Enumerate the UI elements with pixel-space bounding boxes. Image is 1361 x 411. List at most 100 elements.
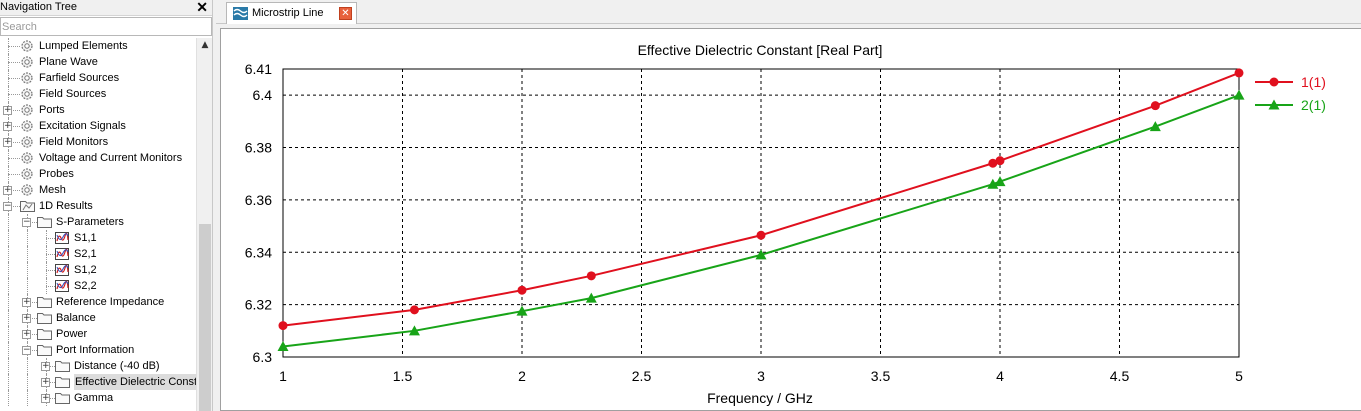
gear-icon <box>20 135 34 149</box>
data-point-triangle <box>585 292 597 303</box>
expand-icon[interactable]: + <box>41 393 50 403</box>
chart-title: Effective Dielectric Constant [Real Part… <box>638 42 883 58</box>
expand-icon[interactable]: + <box>3 185 12 195</box>
tree-guide-line <box>8 358 9 374</box>
tree-item-label: 1D Results <box>39 200 93 212</box>
tree-item[interactable]: + Excitation Signals <box>0 118 196 134</box>
data-point-circle <box>586 271 596 281</box>
chart-legend[interactable]: 1(1) 2(1) <box>1255 74 1326 113</box>
expand-icon[interactable]: + <box>3 121 12 131</box>
tree-item[interactable]: + Ports <box>0 102 196 118</box>
tree-item[interactable]: + Distance (-40 dB) <box>0 358 196 374</box>
tree-guide-line <box>27 390 28 406</box>
data-point-triangle <box>277 341 289 352</box>
line-chart: Effective Dielectric Constant [Real Part… <box>245 42 1326 406</box>
tree-item[interactable]: + Mesh <box>0 182 196 198</box>
tree-item[interactable]: Farfield Sources <box>0 70 196 86</box>
tab-close-icon[interactable]: ✕ <box>339 7 352 20</box>
expand-icon[interactable]: + <box>3 137 12 147</box>
collapse-icon[interactable]: − <box>22 217 31 227</box>
tree-guide-line <box>8 94 20 95</box>
data-point-triangle <box>516 305 528 316</box>
tree-scrollbar[interactable]: ▲ <box>196 38 212 411</box>
folder-icon <box>37 344 52 356</box>
data-point-circle <box>409 305 419 315</box>
tree-item[interactable]: + Power <box>0 326 196 342</box>
chart-series <box>277 68 1245 352</box>
collapse-icon[interactable]: − <box>3 201 12 211</box>
tree-guide-line <box>8 110 20 111</box>
tree-item-label: Power <box>56 328 88 340</box>
x-tick-label: 1.5 <box>393 368 413 384</box>
tree-item-label: Effective Dielectric Const <box>74 374 199 390</box>
tree-item[interactable]: S2,1 <box>0 246 196 262</box>
tree-guide-line <box>8 326 9 342</box>
tree-item[interactable]: Probes <box>0 166 196 182</box>
tree-item[interactable]: S2,2 <box>0 278 196 294</box>
close-icon[interactable]: ✕ <box>196 0 208 15</box>
gear-icon <box>20 55 34 69</box>
folder-icon <box>37 312 52 324</box>
chart-grid <box>283 69 1239 357</box>
tree-item[interactable]: Voltage and Current Monitors <box>0 150 196 166</box>
tree-item[interactable]: + Reference Impedance <box>0 294 196 310</box>
folder-icon <box>55 360 70 372</box>
tree-item[interactable]: Plane Wave <box>0 54 196 70</box>
expand-icon[interactable]: + <box>22 297 31 307</box>
legend-marker-circle <box>1269 77 1279 87</box>
tree-item[interactable]: + Gamma <box>0 390 196 406</box>
tree-guide-line <box>8 294 9 310</box>
tree-guide-line <box>8 342 9 358</box>
plot-view[interactable]: Effective Dielectric Constant [Real Part… <box>220 28 1361 411</box>
expand-icon[interactable]: + <box>22 329 31 339</box>
tree-item[interactable]: − Port Information <box>0 342 196 358</box>
result-icon <box>55 279 69 293</box>
tree-item[interactable]: Lumped Elements <box>0 38 196 54</box>
tree-view[interactable]: Lumped Elements Plane Wave Farfield Source… <box>0 38 199 411</box>
tree-guide-line <box>8 230 9 246</box>
tree-guide-line <box>27 222 37 223</box>
tree-item-label: S2,1 <box>74 248 97 260</box>
scrollbar-thumb[interactable] <box>199 224 211 411</box>
plot-area <box>282 68 1240 358</box>
x-tick-label: 1 <box>279 368 287 384</box>
tab-microstrip-line[interactable]: Microstrip Line ✕ <box>226 2 357 24</box>
gear-icon <box>20 151 34 165</box>
tree-item[interactable]: + Field Monitors <box>0 134 196 150</box>
navigation-tree-header: Navigation Tree ✕ <box>0 0 212 16</box>
tree-guide-line <box>8 78 20 79</box>
tree-guide-line <box>27 278 28 294</box>
tree-item[interactable]: − 1D Results <box>0 198 196 214</box>
y-tick-label: 6.36 <box>245 192 272 208</box>
tree-item[interactable]: Field Sources <box>0 86 196 102</box>
data-point-triangle <box>408 325 420 336</box>
tree-item-label: Lumped Elements <box>39 40 128 52</box>
tree-item-label: Port Information <box>56 344 135 356</box>
y-tick-label: 6.32 <box>245 297 272 313</box>
tree-item-label: Field Monitors <box>39 136 109 148</box>
data-point-circle <box>995 156 1005 166</box>
tree-guide-line <box>8 206 20 207</box>
folder-icon <box>37 216 52 228</box>
collapse-icon[interactable]: − <box>22 345 31 355</box>
tree-item[interactable]: + Effective Dielectric Const <box>0 374 199 390</box>
tree-item[interactable]: − S-Parameters <box>0 214 196 230</box>
y-tick-label: 6.3 <box>253 349 273 365</box>
data-point-triangle <box>1233 89 1245 100</box>
expand-icon[interactable]: + <box>3 105 12 115</box>
expand-icon[interactable]: + <box>41 377 50 387</box>
expand-icon[interactable]: + <box>41 361 50 371</box>
gear-icon <box>20 87 34 101</box>
scroll-up-icon[interactable]: ▲ <box>201 40 209 50</box>
waves-icon <box>233 7 248 20</box>
tree-item-label: Distance (-40 dB) <box>74 360 160 372</box>
tree-item[interactable]: S1,1 <box>0 230 196 246</box>
tree-guide-line <box>8 190 20 191</box>
expand-icon[interactable]: + <box>22 313 31 323</box>
gear-icon <box>20 167 34 181</box>
tree-guide-line <box>46 270 55 271</box>
tree-search-input[interactable] <box>0 17 212 36</box>
tree-item-label: Balance <box>56 312 96 324</box>
tree-item[interactable]: S1,2 <box>0 262 196 278</box>
tree-item[interactable]: + Balance <box>0 310 196 326</box>
